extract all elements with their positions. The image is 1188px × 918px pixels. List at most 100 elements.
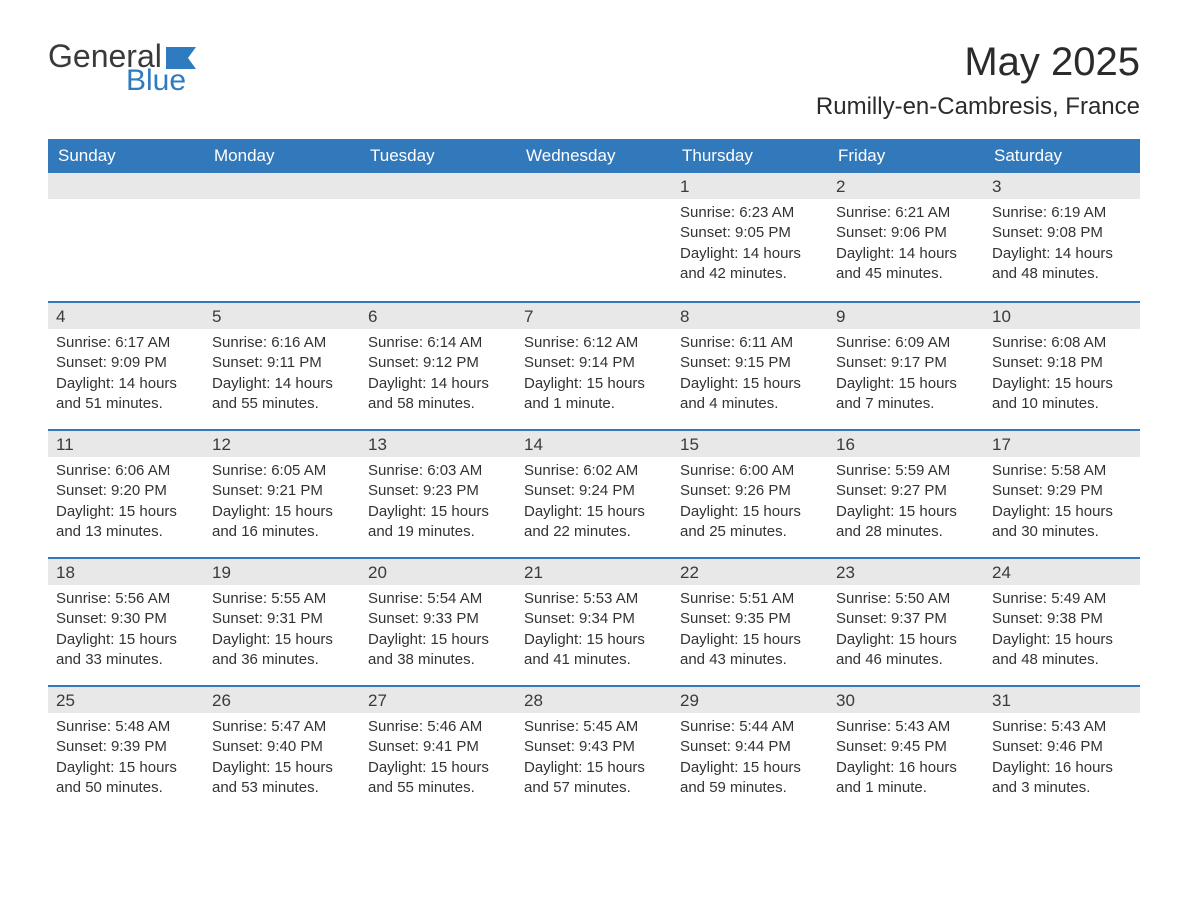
day-body: Sunrise: 6:05 AMSunset: 9:21 PMDaylight:… [204,457,360,552]
day-number: 28 [516,687,672,713]
sunset-text: Sunset: 9:27 PM [836,481,976,501]
day-number: 3 [984,173,1140,199]
sunrise-text: Sunrise: 5:48 AM [56,717,196,737]
sunset-text: Sunset: 9:29 PM [992,481,1132,501]
daylight-text: Daylight: 15 hours and 13 minutes. [56,502,196,543]
sunset-text: Sunset: 9:34 PM [524,609,664,629]
sunset-text: Sunset: 9:43 PM [524,737,664,757]
sunset-text: Sunset: 9:09 PM [56,353,196,373]
day-header-friday: Friday [828,139,984,173]
daylight-text: Daylight: 15 hours and 36 minutes. [212,630,352,671]
day-cell: 5Sunrise: 6:16 AMSunset: 9:11 PMDaylight… [204,303,360,429]
day-number: 11 [48,431,204,457]
day-cell: 4Sunrise: 6:17 AMSunset: 9:09 PMDaylight… [48,303,204,429]
week-row: 4Sunrise: 6:17 AMSunset: 9:09 PMDaylight… [48,301,1140,429]
day-number: 13 [360,431,516,457]
daylight-text: Daylight: 15 hours and 33 minutes. [56,630,196,671]
sunrise-text: Sunrise: 6:00 AM [680,461,820,481]
day-cell: 26Sunrise: 5:47 AMSunset: 9:40 PMDayligh… [204,687,360,813]
day-cell: 3Sunrise: 6:19 AMSunset: 9:08 PMDaylight… [984,173,1140,301]
sunrise-text: Sunrise: 6:16 AM [212,333,352,353]
sunrise-text: Sunrise: 5:49 AM [992,589,1132,609]
day-number: 18 [48,559,204,585]
sunset-text: Sunset: 9:33 PM [368,609,508,629]
day-number: 22 [672,559,828,585]
month-title: May 2025 [816,40,1140,85]
day-number: 16 [828,431,984,457]
sunrise-text: Sunrise: 6:05 AM [212,461,352,481]
sunset-text: Sunset: 9:44 PM [680,737,820,757]
day-cell: 16Sunrise: 5:59 AMSunset: 9:27 PMDayligh… [828,431,984,557]
sunset-text: Sunset: 9:26 PM [680,481,820,501]
day-cell: 8Sunrise: 6:11 AMSunset: 9:15 PMDaylight… [672,303,828,429]
sunrise-text: Sunrise: 5:55 AM [212,589,352,609]
day-number: 9 [828,303,984,329]
sunset-text: Sunset: 9:14 PM [524,353,664,373]
daylight-text: Daylight: 15 hours and 43 minutes. [680,630,820,671]
daylight-text: Daylight: 15 hours and 41 minutes. [524,630,664,671]
sunset-text: Sunset: 9:17 PM [836,353,976,373]
flag-icon [166,47,196,69]
daylight-text: Daylight: 15 hours and 1 minute. [524,374,664,415]
calendar: Sunday Monday Tuesday Wednesday Thursday… [48,139,1140,813]
day-body: Sunrise: 5:43 AMSunset: 9:45 PMDaylight:… [828,713,984,808]
sunset-text: Sunset: 9:11 PM [212,353,352,373]
day-body [48,199,204,289]
sunrise-text: Sunrise: 5:44 AM [680,717,820,737]
sunset-text: Sunset: 9:21 PM [212,481,352,501]
day-cell: 20Sunrise: 5:54 AMSunset: 9:33 PMDayligh… [360,559,516,685]
day-number: 24 [984,559,1140,585]
sunrise-text: Sunrise: 5:43 AM [992,717,1132,737]
day-number: 29 [672,687,828,713]
day-body: Sunrise: 5:53 AMSunset: 9:34 PMDaylight:… [516,585,672,680]
day-number: 10 [984,303,1140,329]
day-cell: 15Sunrise: 6:00 AMSunset: 9:26 PMDayligh… [672,431,828,557]
day-cell: 10Sunrise: 6:08 AMSunset: 9:18 PMDayligh… [984,303,1140,429]
day-header-sunday: Sunday [48,139,204,173]
week-row: 25Sunrise: 5:48 AMSunset: 9:39 PMDayligh… [48,685,1140,813]
sunrise-text: Sunrise: 5:47 AM [212,717,352,737]
sunrise-text: Sunrise: 6:19 AM [992,203,1132,223]
sunset-text: Sunset: 9:46 PM [992,737,1132,757]
day-number: 26 [204,687,360,713]
day-body: Sunrise: 6:09 AMSunset: 9:17 PMDaylight:… [828,329,984,424]
daylight-text: Daylight: 15 hours and 22 minutes. [524,502,664,543]
day-cell: 9Sunrise: 6:09 AMSunset: 9:17 PMDaylight… [828,303,984,429]
day-header-tuesday: Tuesday [360,139,516,173]
sunrise-text: Sunrise: 5:54 AM [368,589,508,609]
daylight-text: Daylight: 15 hours and 53 minutes. [212,758,352,799]
sunrise-text: Sunrise: 6:09 AM [836,333,976,353]
logo: General Blue [48,40,196,96]
sunrise-text: Sunrise: 6:02 AM [524,461,664,481]
sunrise-text: Sunrise: 5:43 AM [836,717,976,737]
day-body: Sunrise: 5:55 AMSunset: 9:31 PMDaylight:… [204,585,360,680]
sunrise-text: Sunrise: 5:45 AM [524,717,664,737]
week-row: 18Sunrise: 5:56 AMSunset: 9:30 PMDayligh… [48,557,1140,685]
day-cell: 25Sunrise: 5:48 AMSunset: 9:39 PMDayligh… [48,687,204,813]
day-number: 12 [204,431,360,457]
day-number: 15 [672,431,828,457]
day-body: Sunrise: 6:14 AMSunset: 9:12 PMDaylight:… [360,329,516,424]
day-header-thursday: Thursday [672,139,828,173]
daylight-text: Daylight: 15 hours and 48 minutes. [992,630,1132,671]
sunset-text: Sunset: 9:20 PM [56,481,196,501]
daylight-text: Daylight: 15 hours and 59 minutes. [680,758,820,799]
day-number [48,173,204,199]
day-cell: 1Sunrise: 6:23 AMSunset: 9:05 PMDaylight… [672,173,828,301]
sunset-text: Sunset: 9:38 PM [992,609,1132,629]
sunrise-text: Sunrise: 5:59 AM [836,461,976,481]
sunrise-text: Sunrise: 5:58 AM [992,461,1132,481]
day-number: 30 [828,687,984,713]
daylight-text: Daylight: 14 hours and 42 minutes. [680,244,820,285]
daylight-text: Daylight: 15 hours and 55 minutes. [368,758,508,799]
day-body: Sunrise: 6:00 AMSunset: 9:26 PMDaylight:… [672,457,828,552]
daylight-text: Daylight: 14 hours and 55 minutes. [212,374,352,415]
day-number [360,173,516,199]
day-body: Sunrise: 5:50 AMSunset: 9:37 PMDaylight:… [828,585,984,680]
day-header-saturday: Saturday [984,139,1140,173]
daylight-text: Daylight: 15 hours and 50 minutes. [56,758,196,799]
day-cell: 21Sunrise: 5:53 AMSunset: 9:34 PMDayligh… [516,559,672,685]
day-number: 21 [516,559,672,585]
sunrise-text: Sunrise: 6:17 AM [56,333,196,353]
daylight-text: Daylight: 15 hours and 7 minutes. [836,374,976,415]
